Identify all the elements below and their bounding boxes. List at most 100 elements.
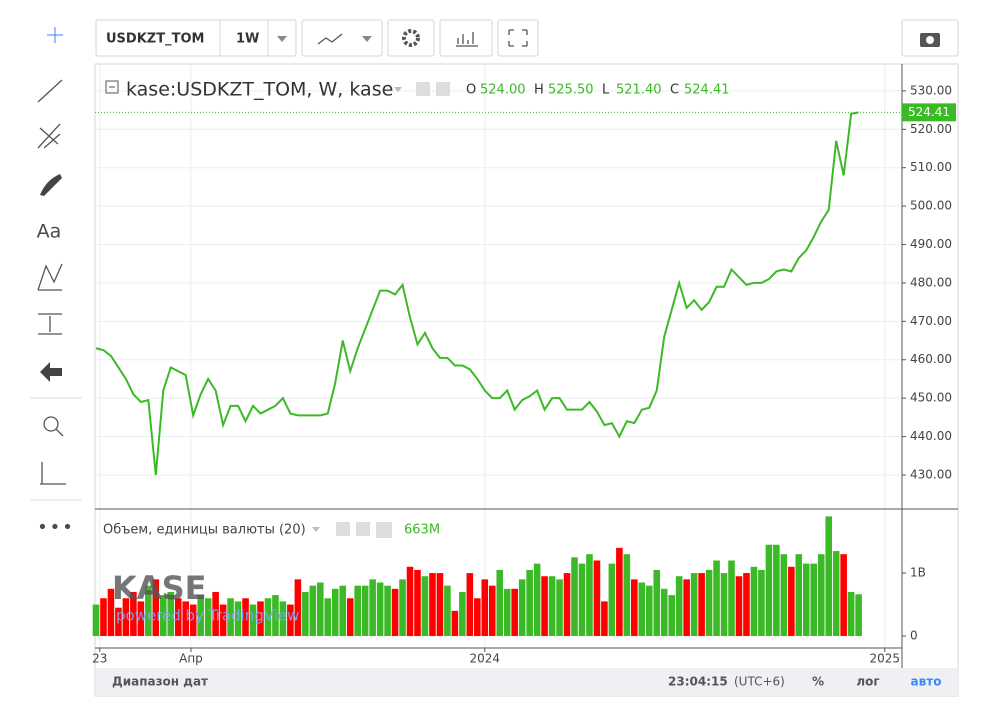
x-tick-label: 23 bbox=[92, 652, 107, 666]
volume-bar bbox=[249, 604, 257, 637]
brush-tool[interactable] bbox=[40, 174, 62, 196]
trend-line-tool[interactable] bbox=[37, 79, 63, 103]
chart-type[interactable] bbox=[301, 19, 383, 57]
volume-bar bbox=[601, 601, 608, 637]
volume-bar bbox=[795, 554, 803, 637]
auto-toggle[interactable]: авто bbox=[911, 675, 942, 689]
volume-bar bbox=[593, 560, 601, 637]
symbol-box[interactable] bbox=[95, 19, 297, 57]
volume-bar bbox=[735, 576, 743, 637]
volume-bar bbox=[705, 569, 713, 637]
volume-bar bbox=[683, 579, 690, 637]
y-tick-label: 0 bbox=[910, 629, 918, 643]
log-toggle[interactable]: лог bbox=[856, 675, 879, 689]
y-tick-label: 450.00 bbox=[910, 391, 952, 405]
indicators[interactable] bbox=[439, 19, 493, 57]
volume-bar bbox=[227, 598, 234, 637]
volume-bar bbox=[526, 569, 533, 637]
volume-bar bbox=[511, 588, 518, 637]
volume-bar bbox=[780, 554, 788, 637]
volume-bar bbox=[608, 563, 616, 637]
date-range[interactable]: Диапазон дат bbox=[112, 675, 208, 689]
volume-bar bbox=[698, 573, 705, 637]
volume-bar bbox=[115, 607, 122, 637]
pitchfork-tool[interactable] bbox=[37, 123, 61, 149]
y-tick-label: 440.00 bbox=[910, 429, 952, 443]
volume-bar bbox=[503, 588, 511, 637]
clock: 23:04:15 bbox=[668, 675, 728, 689]
y-tick-label: 470.00 bbox=[910, 314, 952, 328]
volume-bar bbox=[623, 554, 631, 637]
back-tool[interactable] bbox=[40, 362, 62, 382]
plot: 23 Апр 2024 2025 bbox=[92, 64, 906, 666]
collapse-icon[interactable] bbox=[105, 80, 119, 94]
timezone[interactable]: (UTC+6) bbox=[734, 675, 785, 689]
y-tick-label: 520.00 bbox=[910, 122, 952, 136]
volume-bar bbox=[720, 573, 728, 637]
volume-bar bbox=[391, 588, 399, 637]
series-legend: kase:USDKZT_TOM, W, kase bbox=[126, 79, 393, 101]
zoom-tool[interactable] bbox=[43, 416, 59, 432]
volume-bar bbox=[174, 598, 182, 637]
volume-bar bbox=[287, 604, 294, 637]
volume-bar bbox=[802, 563, 810, 637]
volume-bar bbox=[257, 601, 264, 637]
volume-bar bbox=[309, 585, 317, 637]
volume-bar bbox=[660, 588, 668, 637]
volume-bar bbox=[758, 569, 765, 637]
bars-tool[interactable] bbox=[40, 462, 66, 485]
volume-bar bbox=[459, 591, 466, 637]
volume-bar bbox=[810, 563, 818, 637]
volume-bar bbox=[578, 563, 586, 637]
volume-bar bbox=[152, 579, 160, 637]
volume-bar bbox=[189, 604, 197, 637]
volume-bar bbox=[272, 595, 279, 637]
symbol[interactable]: USDKZT_TOM bbox=[106, 32, 204, 47]
measure-tool[interactable] bbox=[38, 313, 62, 335]
volume-bar bbox=[533, 563, 541, 637]
ohlc-value: 521.40 bbox=[616, 83, 662, 98]
ohlc-key: H bbox=[534, 83, 544, 98]
volume-bar bbox=[571, 557, 578, 637]
volume-bar bbox=[429, 573, 436, 637]
ohlc-key: L bbox=[602, 83, 610, 98]
left-toolbar: Aa ••• bbox=[30, 27, 82, 538]
volume-bar bbox=[130, 591, 137, 637]
volume-bar bbox=[204, 598, 212, 637]
ohlc-value: 524.00 bbox=[480, 83, 526, 98]
volume-bar bbox=[713, 560, 720, 637]
volume-bar bbox=[728, 560, 735, 637]
volume-bar bbox=[339, 585, 347, 637]
volume-bar bbox=[197, 595, 204, 637]
volume-bar bbox=[548, 576, 556, 637]
volume-bar bbox=[219, 604, 227, 637]
top-toolbar: USDKZT_TOM 1W bbox=[95, 19, 959, 57]
volume-bar bbox=[563, 573, 571, 637]
price-line bbox=[95, 111, 859, 476]
interval[interactable]: 1W bbox=[236, 32, 259, 47]
pattern-tool[interactable] bbox=[37, 263, 63, 291]
volume-bar bbox=[346, 598, 354, 637]
y-tick-label: 530.00 bbox=[910, 83, 952, 97]
more-tools[interactable]: ••• bbox=[37, 517, 75, 538]
settings[interactable] bbox=[387, 19, 435, 57]
volume-bar bbox=[294, 579, 302, 637]
volume-bar bbox=[182, 601, 190, 637]
volume-bar bbox=[474, 598, 481, 637]
volume-bar bbox=[451, 610, 459, 637]
volume-bar bbox=[788, 566, 795, 637]
volume-bar bbox=[743, 573, 750, 637]
volume-bar bbox=[466, 573, 474, 637]
volume-bar bbox=[317, 582, 324, 637]
text-tool[interactable]: Aa bbox=[37, 221, 62, 243]
volume-bar bbox=[145, 585, 152, 637]
volume-bar bbox=[354, 585, 361, 637]
volume-bar bbox=[690, 573, 698, 637]
volume-value: 663M bbox=[404, 523, 440, 538]
volume-bar bbox=[399, 579, 406, 637]
percent-toggle[interactable]: % bbox=[812, 675, 824, 689]
volume-bar bbox=[653, 569, 661, 637]
fullscreen[interactable] bbox=[497, 19, 539, 57]
last-price-badge bbox=[902, 103, 956, 122]
